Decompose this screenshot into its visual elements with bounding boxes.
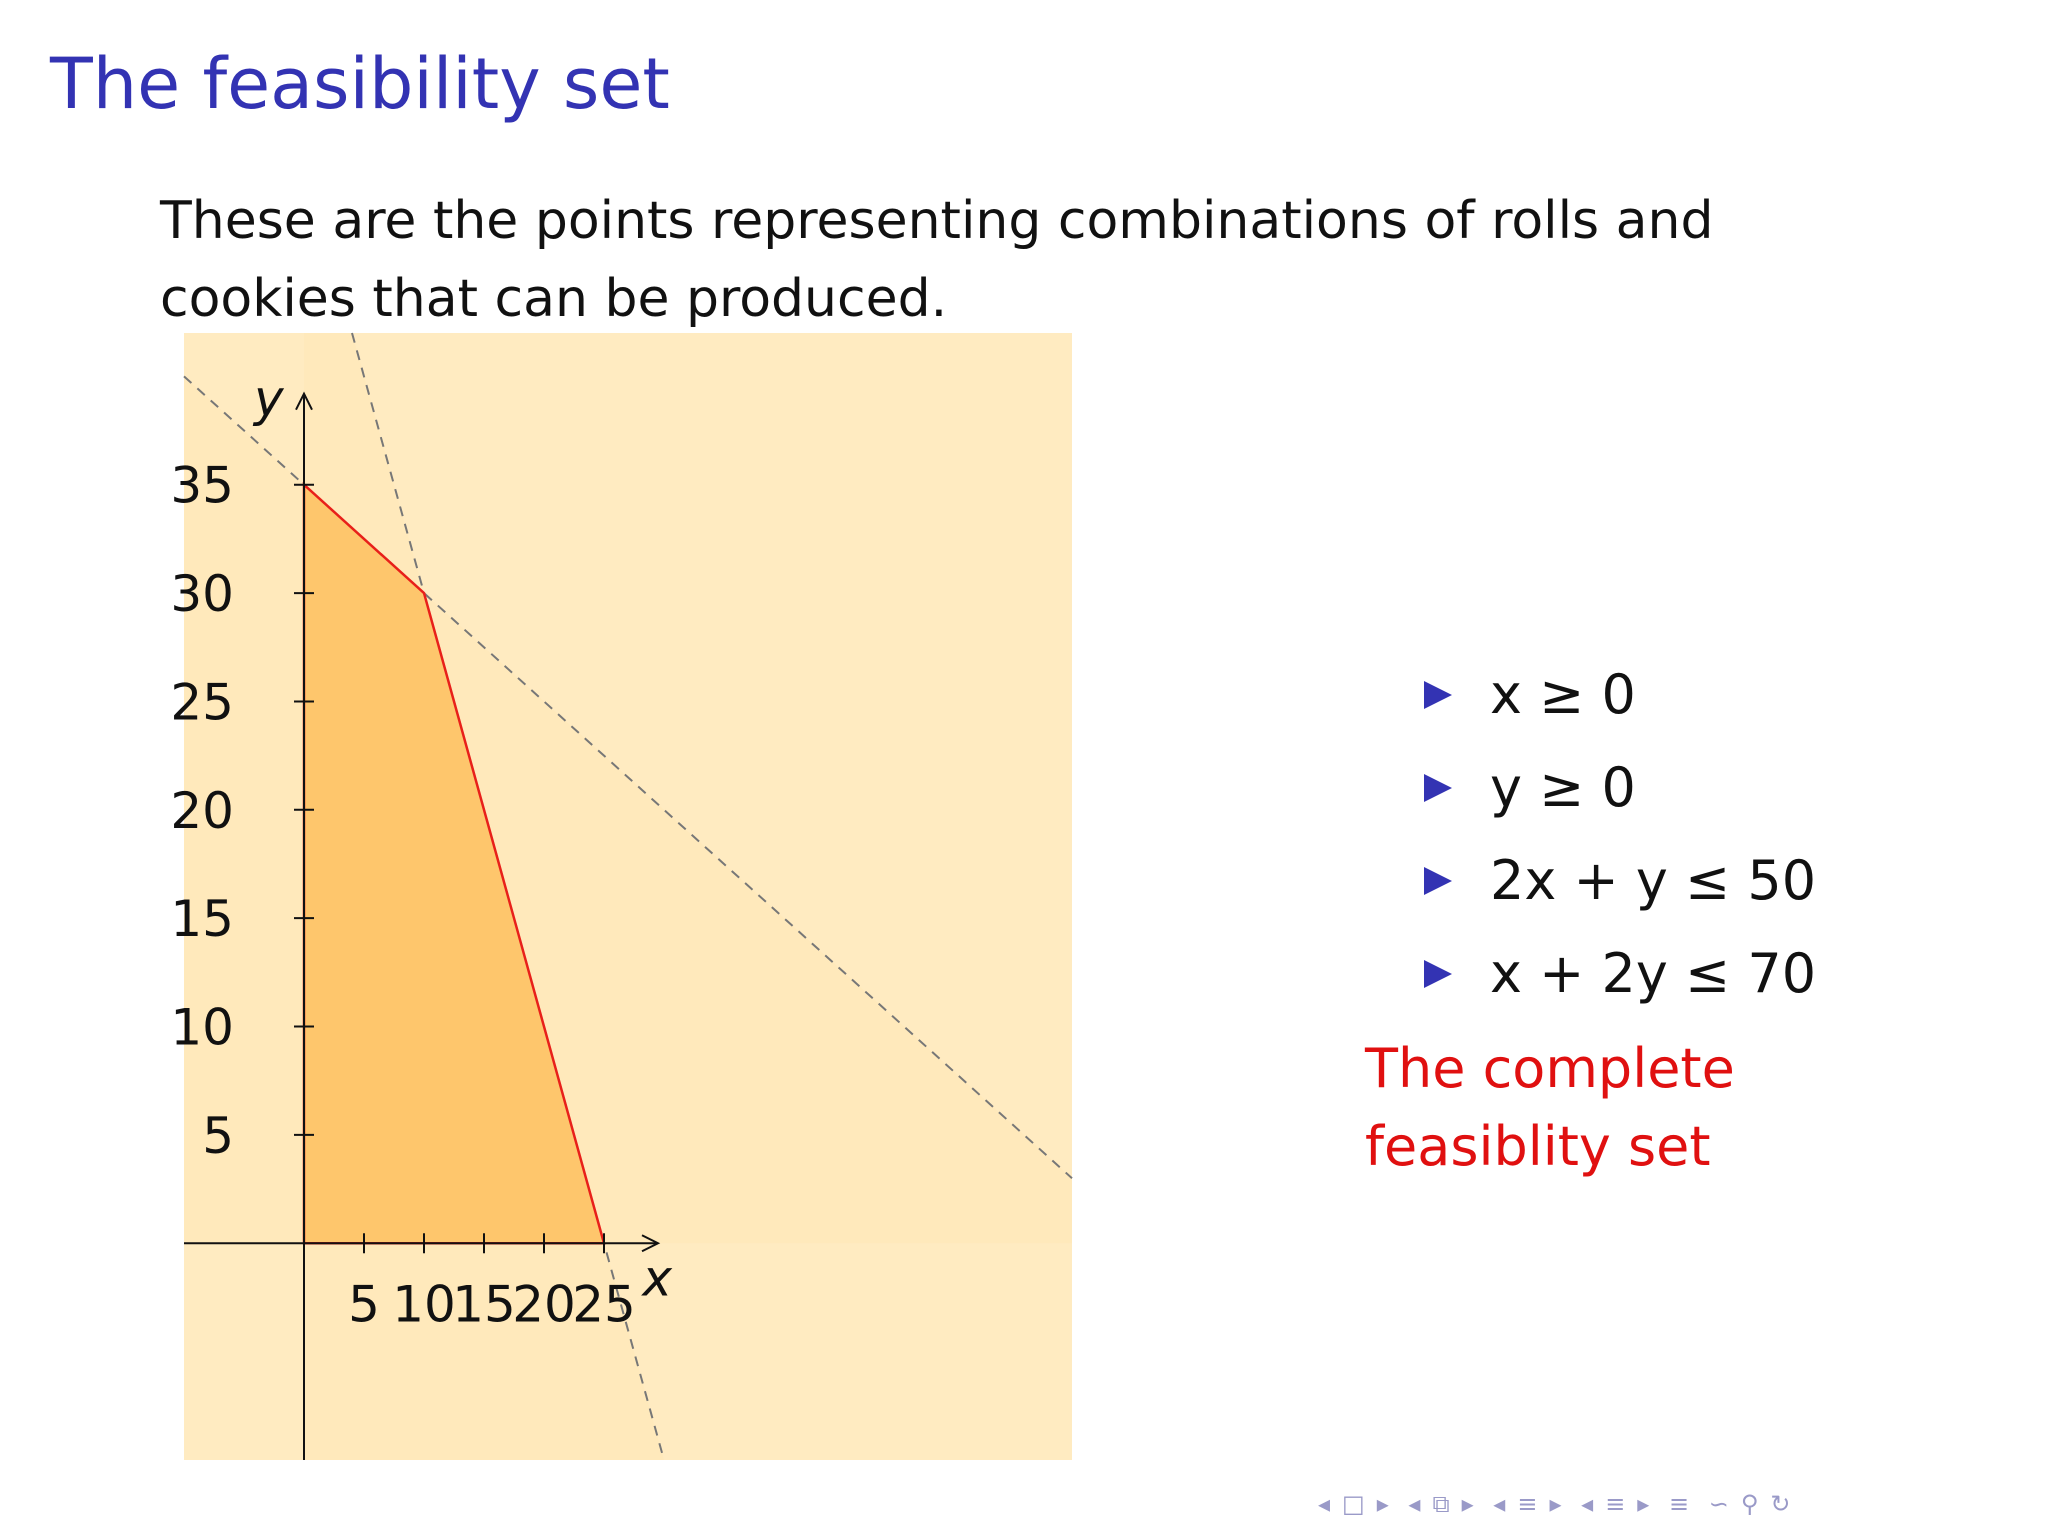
nav-prev-icon[interactable]: ◂: [1318, 1490, 1331, 1518]
y-tick-label: 10: [170, 999, 234, 1057]
nav-next-icon[interactable]: ▸: [1461, 1490, 1474, 1518]
constraint-list: x ≥ 0 y ≥ 0 2x + y ≤ 50 x + 2y ≤ 70: [1420, 655, 1816, 1027]
y-tick-label: 30: [170, 565, 234, 623]
nav-section-icon[interactable]: ≡: [1517, 1490, 1538, 1518]
x-tick-label: 15: [452, 1275, 516, 1333]
x-tick-label: 10: [392, 1275, 456, 1333]
y-axis-arrow: [295, 391, 313, 411]
nav-prev-icon[interactable]: ◂: [1408, 1490, 1421, 1518]
y-tick-label: 5: [202, 1107, 234, 1165]
nav-subsection-icon[interactable]: ⧉: [1432, 1490, 1450, 1518]
constraint-item: 2x + y ≤ 50: [1420, 841, 1816, 934]
constraint-text: 2x + y ≤ 50: [1490, 849, 1817, 912]
axes: [184, 391, 661, 1460]
nav-next-icon[interactable]: ▸: [1549, 1490, 1562, 1518]
y-tick-label: 35: [170, 457, 234, 515]
feasibility-note: The complete feasiblity set: [1365, 1037, 1735, 1178]
y-tick-label: 20: [170, 782, 234, 840]
bullet-triangle-icon: [1424, 681, 1452, 709]
constraint-text: x + 2y ≤ 70: [1490, 942, 1817, 1005]
y-tick-label: 15: [170, 890, 234, 948]
x-axis-arrow: [641, 1234, 661, 1253]
bullet-triangle-icon: [1424, 867, 1452, 895]
bullet-triangle-icon: [1424, 774, 1452, 802]
beamer-navigation: ◂ □ ▸ ◂ ⧉ ▸ ◂ ≡ ▸ ◂ ≡ ▸ ≡ ∽ ⚲ ↻: [1318, 1490, 1803, 1520]
nav-next-icon[interactable]: ▸: [1376, 1490, 1389, 1518]
intro-text: These are the points representing combin…: [160, 191, 1714, 329]
bullet-triangle-icon: [1424, 960, 1452, 988]
nav-prev-icon[interactable]: ◂: [1581, 1490, 1594, 1518]
nav-back-icon[interactable]: ∽: [1708, 1490, 1729, 1518]
nav-prev-icon[interactable]: ◂: [1493, 1490, 1506, 1518]
constraint-item: y ≥ 0: [1420, 748, 1816, 841]
nav-frame-icon[interactable]: □: [1342, 1490, 1365, 1518]
nav-toc-icon[interactable]: ≡: [1668, 1490, 1690, 1518]
y-tick-label: 25: [170, 673, 234, 731]
x-axis-label: x: [640, 1249, 672, 1307]
nav-next-icon[interactable]: ▸: [1637, 1490, 1650, 1518]
y-axis-label: y: [252, 370, 285, 428]
slide-title: The feasibility set: [50, 43, 670, 125]
x-tick-label: 5: [348, 1275, 380, 1333]
constraint-text: y ≥ 0: [1490, 756, 1636, 819]
constraint-item: x + 2y ≤ 70: [1420, 934, 1816, 1027]
x-tick-label: 25: [572, 1275, 636, 1333]
nav-search-icon[interactable]: ⚲: [1740, 1490, 1759, 1518]
constraint-text: x ≥ 0: [1490, 663, 1636, 726]
constraint-item: x ≥ 0: [1420, 655, 1816, 748]
nav-forward-icon[interactable]: ↻: [1770, 1490, 1791, 1518]
nav-document-icon[interactable]: ≡: [1605, 1490, 1626, 1518]
x-tick-label: 20: [512, 1275, 576, 1333]
